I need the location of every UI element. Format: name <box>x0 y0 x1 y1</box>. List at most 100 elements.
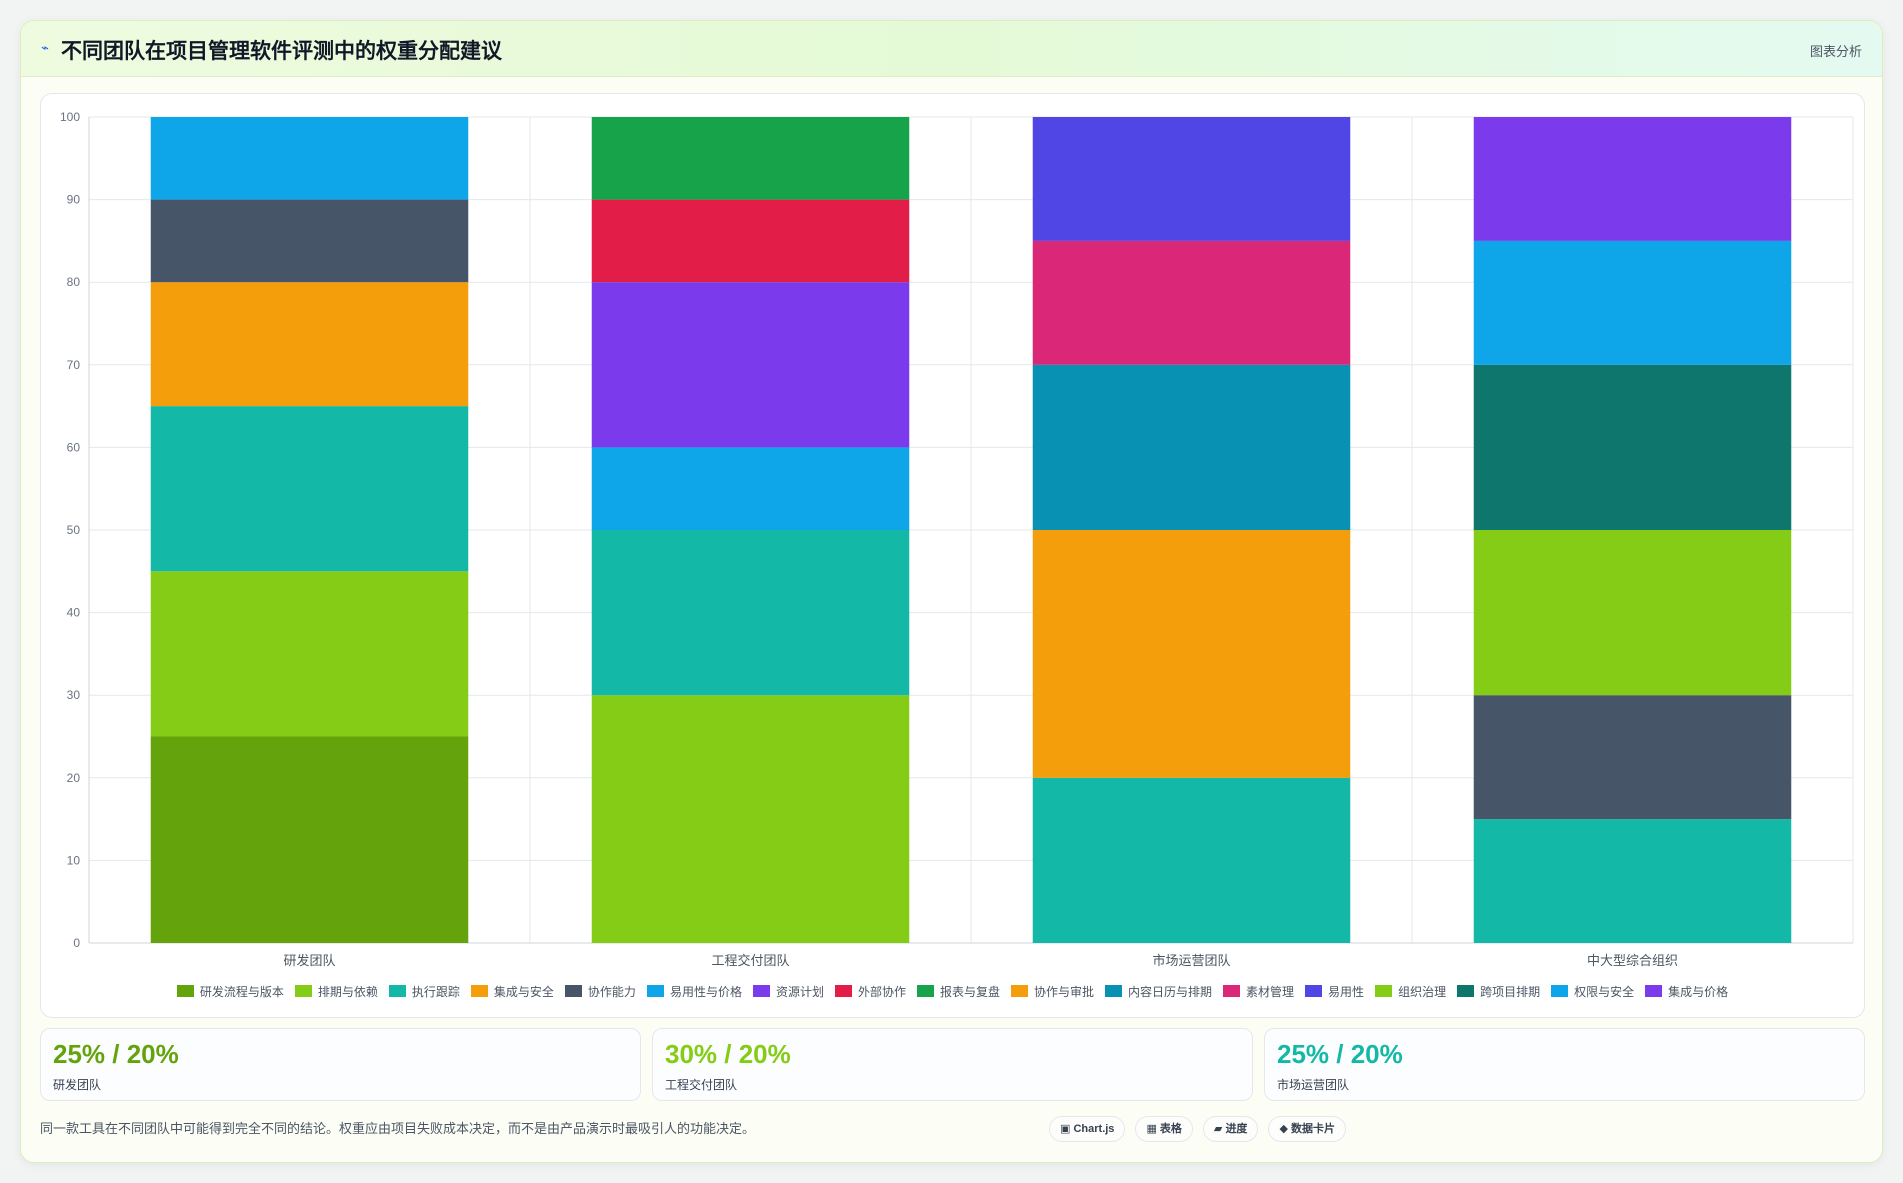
legend-label: 报表与复盘 <box>939 984 1000 999</box>
y-tick-label: 70 <box>67 358 81 372</box>
bar-segment <box>591 199 910 283</box>
legend-swatch <box>1011 985 1028 997</box>
legend-label: 集成与价格 <box>1668 984 1729 999</box>
legend-item[interactable]: 外部协作 <box>834 981 906 1001</box>
legend-swatch <box>1645 985 1663 997</box>
stat-label: 研发团队 <box>53 1078 102 1092</box>
stat-value: 25% / 20% <box>1277 1039 1403 1069</box>
bar-segment <box>591 282 910 448</box>
data-card-icon: ◆ <box>1279 1123 1288 1135</box>
stacked-bar-chart: 0 10 20 30 40 50 60 70 80 90 100 研发团队 工程交付团队 市场运营团队 中大… <box>60 110 1854 968</box>
legend-label: 资源计划 <box>775 984 824 999</box>
bar-segment <box>591 117 910 200</box>
legend-item[interactable]: 跨项目排期 <box>1457 981 1540 1001</box>
bar-segment <box>150 736 469 943</box>
bar-segment <box>591 695 910 943</box>
legend-swatch <box>752 985 770 997</box>
card-header: ⌁ 不同团队在项目管理软件评测中的权重分配建议 图表分析 <box>21 21 1882 77</box>
tag-chartjs[interactable]: ▣ Chart.js <box>1049 1116 1126 1142</box>
chart-icon: ▣ <box>1060 1123 1071 1135</box>
legend-swatch <box>916 985 934 997</box>
y-tick-label: 30 <box>67 688 81 702</box>
tag-label: 进度 <box>1225 1123 1248 1135</box>
tag-list: ▣ Chart.js ▦ 表格 ▰ 进度 ◆ 数据卡片 <box>1049 1116 1346 1142</box>
legend-swatch <box>294 985 312 997</box>
legend-item[interactable]: 内容日历与排期 <box>1105 981 1212 1001</box>
bar-segment <box>1473 530 1792 696</box>
bar-segment <box>150 282 469 407</box>
legend-item[interactable]: 资源计划 <box>752 981 824 1001</box>
legend-item[interactable]: 集成与安全 <box>470 981 554 1001</box>
tag-label: 数据卡片 <box>1290 1123 1335 1135</box>
bar-segment <box>1473 240 1792 365</box>
legend-swatch <box>1305 985 1323 997</box>
x-tick-label: 中大型综合组织 <box>1587 953 1678 968</box>
tag-label: Chart.js <box>1073 1123 1115 1135</box>
legend-swatch <box>176 985 194 997</box>
bar-segment <box>591 530 910 696</box>
legend-item[interactable]: 权限与安全 <box>1551 981 1634 1001</box>
legend-label: 跨项目排期 <box>1480 984 1541 999</box>
stat-card: 25% / 20% 研发团队 <box>40 1028 641 1101</box>
tag-data-card[interactable]: ◆ 数据卡片 <box>1268 1116 1346 1142</box>
tag-label: 表格 <box>1159 1123 1182 1135</box>
bar-segment <box>591 447 910 530</box>
legend-swatch <box>1457 985 1475 997</box>
legend-label: 研发流程与版本 <box>199 984 284 999</box>
x-tick-label: 市场运营团队 <box>1152 953 1230 968</box>
legend-item[interactable]: 协作与审批 <box>1011 981 1094 1001</box>
legend-item[interactable]: 素材管理 <box>1223 981 1294 1001</box>
x-tick-label: 工程交付团队 <box>711 953 789 968</box>
stat-card: 30% / 20% 工程交付团队 <box>652 1028 1253 1101</box>
legend-swatch <box>834 985 852 997</box>
legend-label: 易用性 <box>1328 984 1365 999</box>
y-tick-label: 60 <box>67 440 81 454</box>
legend-label: 外部协作 <box>857 984 906 999</box>
stat-value: 25% / 20% <box>53 1039 179 1069</box>
legend-item[interactable]: 研发流程与版本 <box>176 981 284 1001</box>
legend-swatch <box>1551 985 1569 997</box>
legend-item[interactable]: 易用性 <box>1305 981 1364 1001</box>
chart-icon: ⌁ <box>41 40 49 55</box>
legend-label: 组织治理 <box>1398 984 1447 999</box>
legend-label: 协作与审批 <box>1034 984 1095 999</box>
page-title: 不同团队在项目管理软件评测中的权重分配建议 <box>61 40 502 63</box>
legend-item[interactable]: 易用性与价格 <box>646 981 742 1001</box>
bar-segment <box>1473 819 1792 943</box>
legend-item[interactable]: 协作能力 <box>564 981 636 1001</box>
y-tick-label: 80 <box>67 275 81 289</box>
table-icon: ▦ <box>1146 1123 1157 1135</box>
tag-progress[interactable]: ▰ 进度 <box>1202 1116 1259 1142</box>
stat-label: 工程交付团队 <box>665 1078 738 1092</box>
stat-card: 25% / 20% 市场运营团队 <box>1264 1028 1865 1101</box>
x-tick-label: 研发团队 <box>283 953 335 968</box>
legend-swatch <box>1223 985 1241 997</box>
bar-segment <box>1473 117 1792 241</box>
bar-segment <box>1032 117 1351 241</box>
legend-label: 执行跟踪 <box>411 984 460 999</box>
legend-swatch <box>1375 985 1393 997</box>
legend-label: 协作能力 <box>587 984 636 999</box>
legend-item[interactable]: 集成与价格 <box>1645 981 1728 1001</box>
bar-segment <box>150 571 469 737</box>
y-tick-label: 10 <box>67 853 81 867</box>
legend-item[interactable]: 报表与复盘 <box>916 981 1000 1001</box>
legend-item[interactable]: 执行跟踪 <box>388 981 460 1001</box>
legend-item[interactable]: 排期与依赖 <box>294 981 378 1001</box>
y-tick-label: 50 <box>67 523 81 537</box>
legend-item[interactable]: 组织治理 <box>1375 981 1446 1001</box>
legend-label: 排期与依赖 <box>317 984 378 999</box>
chart-panel: 0 10 20 30 40 50 60 70 80 90 100 研发团队 工程交付团队 市场运营团队 中大… <box>40 93 1865 1018</box>
legend-label: 易用性与价格 <box>669 984 742 999</box>
stat-value: 30% / 20% <box>665 1039 791 1069</box>
legend-swatch <box>1105 985 1123 997</box>
legend-swatch <box>646 985 664 997</box>
bar-segment <box>1473 364 1792 530</box>
stat-label: 市场运营团队 <box>1277 1078 1350 1092</box>
tag-table[interactable]: ▦ 表格 <box>1135 1116 1193 1142</box>
progress-icon: ▰ <box>1213 1123 1223 1135</box>
y-tick-label: 40 <box>67 606 81 620</box>
y-tick-label: 20 <box>67 771 81 785</box>
y-tick-label: 0 <box>73 936 80 950</box>
legend-swatch <box>388 985 406 997</box>
